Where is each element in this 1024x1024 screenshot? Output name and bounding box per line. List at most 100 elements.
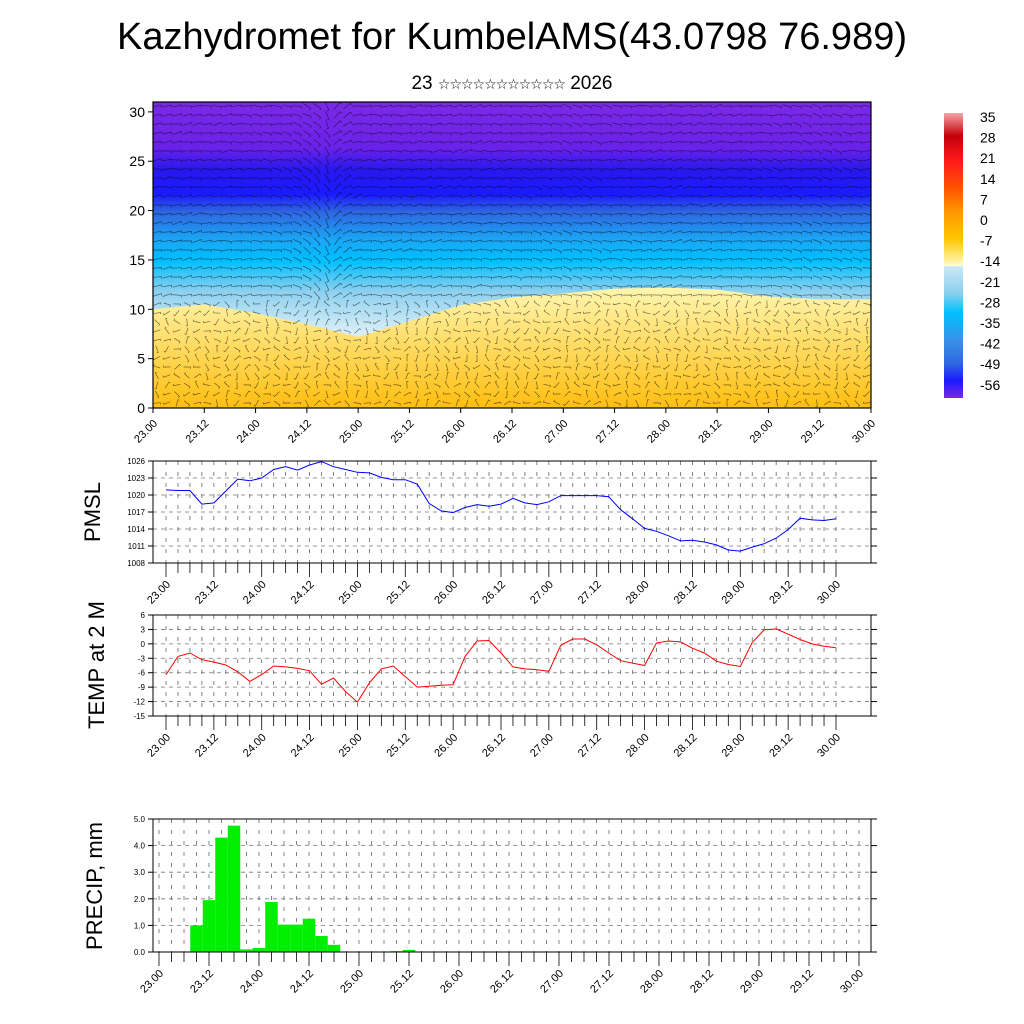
precip-bar: [327, 944, 341, 952]
x-tick-label: 24.00: [238, 968, 266, 996]
x-tick-label: 23.00: [132, 418, 160, 446]
y-tick-label: 3.0: [134, 868, 146, 877]
y-tick-label: 6: [141, 611, 146, 620]
subtitle-year: 2026: [570, 73, 613, 94]
x-tick-label: 25.12: [389, 418, 417, 446]
y-tick-label: 1023: [127, 474, 145, 483]
x-tick-label: 28.00: [624, 579, 652, 607]
y-tick-label: -15: [133, 712, 145, 721]
y-tick-label: -3: [138, 654, 146, 663]
x-tick-label: 29.12: [767, 579, 795, 607]
x-tick-label: 23.12: [188, 968, 216, 996]
x-tick-label: 27.00: [538, 968, 566, 996]
x-tick-label: 23.12: [193, 579, 221, 607]
precip-bar: [202, 900, 216, 952]
plot-frame: [152, 460, 872, 564]
x-tick-label: 25.00: [337, 579, 365, 607]
precip-bar: [215, 837, 228, 952]
precip-bar: [227, 825, 241, 952]
precip-bar: [277, 924, 291, 952]
y-tick-label: 0.0: [134, 948, 146, 957]
precip-axis-title: PRECIP, mm: [82, 822, 107, 950]
colorbar-label: -7: [980, 233, 993, 249]
x-tick-label: 30.00: [815, 579, 843, 607]
x-tick-label: 27.00: [528, 579, 556, 607]
y-tick-label: 1017: [127, 508, 145, 517]
subtitle-month: ☆☆☆☆☆☆☆☆☆☆☆: [437, 77, 566, 93]
x-tick-label: 27.00: [528, 732, 556, 760]
y-tick-label: 25: [129, 153, 145, 169]
x-tick-label: 25.12: [384, 579, 412, 607]
x-tick-label: 28.12: [672, 732, 700, 760]
y-tick-label: -6: [138, 669, 146, 678]
temp-axis-title: TEMP at 2 M: [84, 601, 109, 729]
y-tick-label: 1011: [128, 542, 146, 551]
colorbar-label: -35: [980, 315, 1000, 331]
plot-frame: [152, 818, 872, 953]
y-tick-label: 20: [129, 203, 145, 219]
x-tick-label: 23.12: [193, 732, 221, 760]
wind-vectors: [153, 102, 871, 408]
y-tick-label: -12: [133, 698, 145, 707]
x-tick-label: 27.12: [576, 579, 604, 607]
precip-bar: [252, 948, 266, 952]
x-tick-label: 26.12: [491, 418, 519, 446]
y-tick-label: 0: [137, 400, 145, 416]
plot-area: [153, 102, 871, 408]
x-tick-label: 25.00: [337, 418, 365, 446]
x-tick-label: 29.12: [788, 968, 816, 996]
precip-chart: 0.0 1.0 2.0 3.0 4.0 5.0 23.00 23.12 24.00 24.12 25…: [134, 815, 877, 996]
y-tick-label: 1014: [127, 525, 145, 534]
colorbar-label: 7: [980, 191, 988, 207]
precip-bar: [402, 949, 416, 952]
y-tick-label: 30: [129, 104, 145, 120]
x-tick-label: 24.12: [289, 579, 317, 607]
x-tick-label: 29.12: [799, 418, 827, 446]
above-freezing-fill: [153, 287, 871, 408]
x-tick-label: 28.12: [688, 968, 716, 996]
x-tick-label: 24.00: [241, 732, 269, 760]
x-tick-label: 28.12: [672, 579, 700, 607]
chart-title: Kazhydromet for KumbelAMS(43.0798 76.989…: [117, 16, 907, 58]
pmsl-axis-title: PMSL: [80, 482, 105, 542]
x-tick-label: 24.12: [286, 418, 314, 446]
y-tick-label: 1008: [127, 559, 145, 568]
y-tick-label: 4.0: [134, 842, 146, 851]
colorbar-label: 28: [980, 130, 996, 146]
y-tick-label: 15: [129, 252, 145, 268]
y-tick-label: 1026: [127, 457, 145, 466]
x-tick-label: 29.12: [767, 732, 795, 760]
x-tick-label: 26.00: [432, 732, 460, 760]
x-tick-label: 23.00: [145, 732, 173, 760]
x-tick-label: 30.00: [850, 418, 878, 446]
x-tick-label: 25.12: [388, 968, 416, 996]
temp-chart: -15 -12 -9 -6 -3 0 3 6 23.00 23.12 24.00 24.12 25.00…: [133, 611, 877, 760]
precip-bar: [240, 949, 253, 952]
colorbar-label: -14: [980, 253, 1000, 269]
x-tick-label: 23.00: [145, 579, 173, 607]
x-tick-label: 29.00: [748, 418, 776, 446]
x-tick-label: 24.12: [289, 732, 317, 760]
y-tick-label: 1020: [127, 491, 145, 500]
x-tick-label: 30.00: [838, 968, 866, 996]
x-tick-label: 28.12: [696, 418, 724, 446]
colorbar-label: 21: [980, 150, 996, 166]
x-tick-label: 28.00: [624, 732, 652, 760]
colorbar-label: -28: [980, 294, 1000, 310]
x-tick-label: 25.12: [384, 732, 412, 760]
colorbar-label: 35: [980, 109, 996, 125]
colorbar-label: -21: [980, 274, 1000, 290]
x-tick-label: 24.00: [241, 579, 269, 607]
x-tick-label: 26.12: [488, 968, 516, 996]
y-tick-label: 5.0: [134, 815, 146, 824]
colorbar-label: -49: [980, 356, 1000, 372]
x-tick-label: 26.00: [440, 418, 468, 446]
x-tick-label: 25.00: [338, 968, 366, 996]
colorbar-label: -56: [980, 377, 1000, 393]
colorbar-ramp: [944, 113, 963, 398]
y-tick-label: -9: [138, 683, 146, 692]
x-tick-label: 27.00: [542, 418, 570, 446]
x-tick-label: 27.12: [576, 732, 604, 760]
x-tick-label: 26.12: [480, 732, 508, 760]
precip-bar: [302, 918, 316, 952]
